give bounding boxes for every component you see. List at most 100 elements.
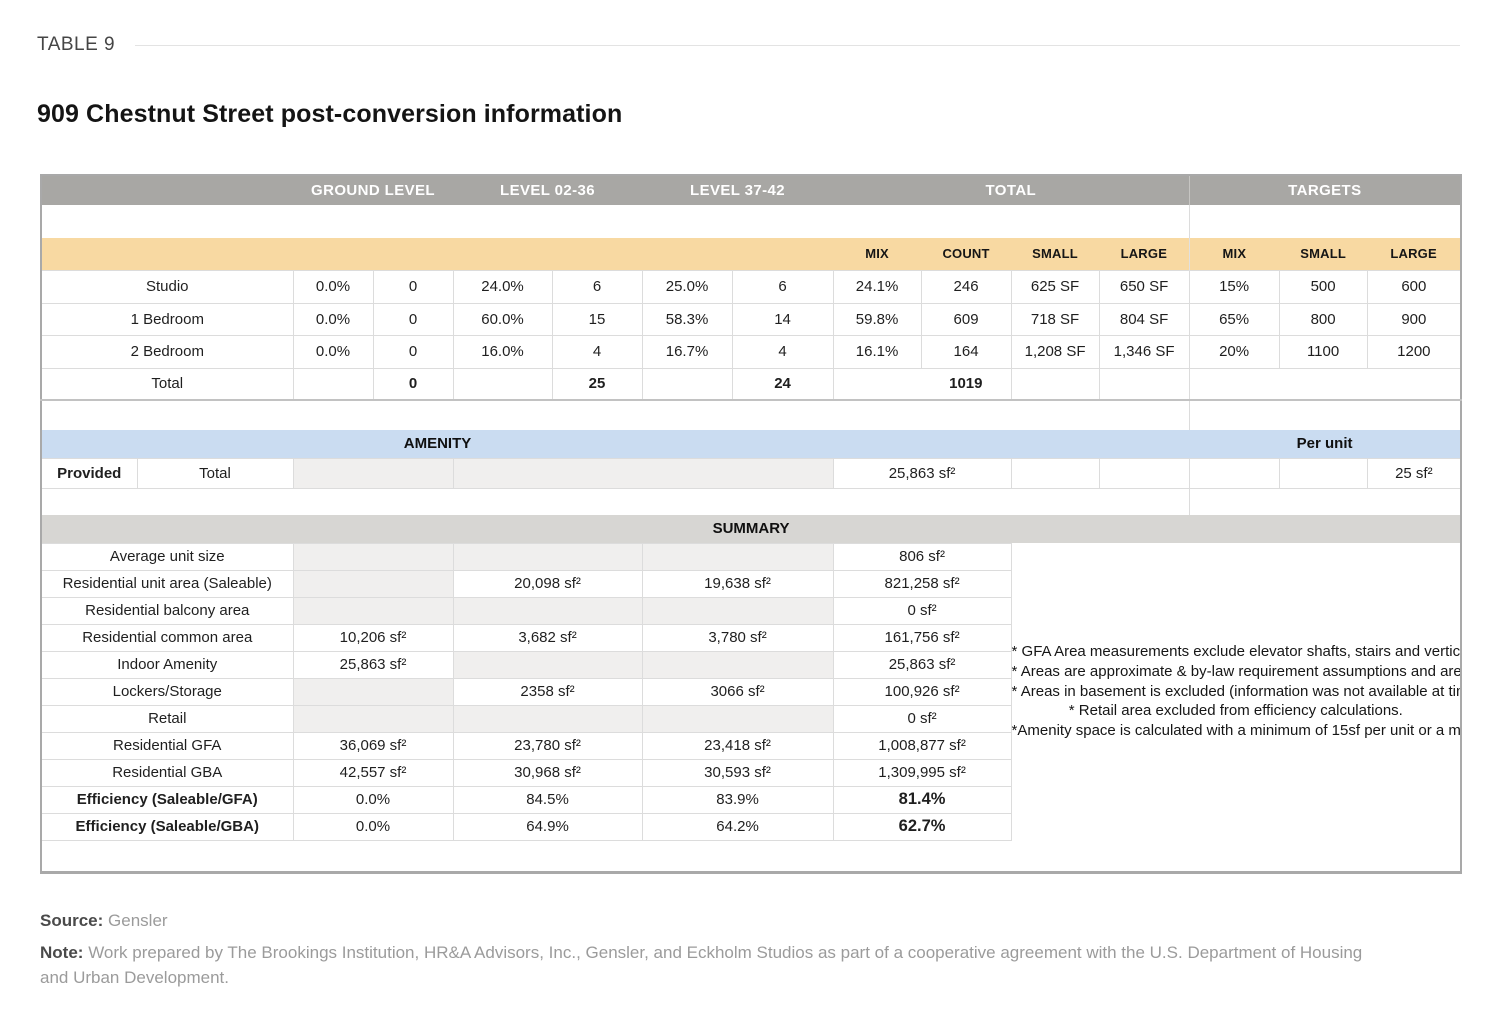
note-label: Note: xyxy=(40,942,84,962)
cell: 609 xyxy=(920,302,1012,336)
row-label: Residential GBA xyxy=(40,758,294,787)
cell: 30,593 sf² xyxy=(641,758,834,787)
cell: 718 SF xyxy=(1010,302,1100,336)
cell xyxy=(1098,457,1190,489)
cell: 0 xyxy=(372,302,454,336)
cell: 800 xyxy=(1278,302,1368,336)
header-spacer xyxy=(41,175,293,205)
group-header-level-02-36: LEVEL 02-36 xyxy=(453,175,643,205)
cell xyxy=(1010,367,1100,401)
note-value: Work prepared by The Brookings Instituti… xyxy=(40,942,1363,988)
cell xyxy=(1010,457,1100,489)
cell xyxy=(452,542,643,571)
row-label: Efficiency (Saleable/GFA) xyxy=(40,785,294,814)
cell: 19,638 sf² xyxy=(641,569,834,598)
row-label: Studio xyxy=(40,269,294,304)
source-line: Source: Gensler xyxy=(40,911,1460,931)
row-label: Lockers/Storage xyxy=(40,677,294,706)
cell xyxy=(1188,367,1462,401)
cell: 1,346 SF xyxy=(1098,334,1190,369)
cell: 164 xyxy=(920,334,1012,369)
cell: 3,682 sf² xyxy=(452,623,643,652)
cell: 24 xyxy=(731,367,834,401)
cell: 83.9% xyxy=(641,785,834,814)
cell: 4 xyxy=(731,334,834,369)
cell: 20,098 sf² xyxy=(452,569,643,598)
cell: 1100 xyxy=(1278,334,1368,369)
cell: 0.0% xyxy=(292,302,374,336)
unit-row-1-bedroom: 1 Bedroom 0.0% 0 60.0% 15 58.3% 14 59.8%… xyxy=(40,302,1462,336)
cell: 1,208 SF xyxy=(1010,334,1100,369)
cell: 62.7% xyxy=(832,812,1012,841)
cell: 0.0% xyxy=(292,334,374,369)
cell: 65% xyxy=(1188,302,1280,336)
row-label: 2 Bedroom xyxy=(40,334,294,369)
cell xyxy=(452,457,834,489)
cell: 6 xyxy=(551,269,643,304)
cell: 0.0% xyxy=(292,269,374,304)
row-label: Efficiency (Saleable/GBA) xyxy=(40,812,294,841)
cell: 500 xyxy=(1278,269,1368,304)
subheader-targets-large: LARGE xyxy=(1367,238,1462,270)
cell: 1,309,995 sf² xyxy=(832,758,1012,787)
row-label: Residential balcony area xyxy=(40,596,294,625)
cell: 804 SF xyxy=(1098,302,1190,336)
cell: 0 sf² xyxy=(832,704,1012,733)
cell xyxy=(1188,457,1280,489)
cell xyxy=(832,367,922,401)
cell xyxy=(641,542,834,571)
page: TABLE 9 909 Chestnut Street post-convers… xyxy=(37,34,1463,991)
subheader-row: MIX COUNT SMALL LARGE MIX SMALL LARGE xyxy=(41,238,1462,270)
cell: 6 xyxy=(731,269,834,304)
amenity-per-unit-value: 25 sf² xyxy=(1366,457,1462,489)
cell xyxy=(1098,367,1190,401)
table-number-label: TABLE 9 xyxy=(37,34,116,55)
cell: 23,780 sf² xyxy=(452,731,643,760)
amenity-band-spacer xyxy=(833,430,1190,458)
summary-row: Residential GFA 36,069 sf² 23,780 sf² 23… xyxy=(40,731,1461,760)
cell xyxy=(292,542,454,571)
note-item: * Areas are approximate & by-law require… xyxy=(1011,662,1462,680)
summary-row: Retail 0 sf² xyxy=(40,704,1461,733)
summary-row: Residential unit area (Saleable) 20,098 … xyxy=(40,569,1461,598)
cell: 1200 xyxy=(1366,334,1462,369)
cell: 16.7% xyxy=(641,334,733,369)
cell: 625 SF xyxy=(1010,269,1100,304)
amenity-provided-row: Provided Total 25,863 sf² 25 sf² xyxy=(40,457,1462,489)
cell xyxy=(292,367,374,401)
cell: 600 xyxy=(1366,269,1462,304)
group-header-total: TOTAL xyxy=(833,175,1190,205)
unit-row-studio: Studio 0.0% 0 24.0% 6 25.0% 6 24.1% 246 … xyxy=(40,269,1462,304)
note-item: *Amenity space is calculated with a mini… xyxy=(1011,722,1461,740)
cell xyxy=(452,704,643,733)
cell: 20% xyxy=(1188,334,1280,369)
cell: 16.0% xyxy=(452,334,553,369)
unit-total-row: Total 0 25 24 1019 xyxy=(40,367,1462,401)
unit-row-2-bedroom: 2 Bedroom 0.0% 0 16.0% 4 16.7% 4 16.1% 1… xyxy=(40,334,1462,369)
cell: 81.4% xyxy=(832,785,1012,814)
summary-row-efficiency-gba: Efficiency (Saleable/GBA) 0.0% 64.9% 64.… xyxy=(40,812,1461,841)
cell: 0.0% xyxy=(292,785,454,814)
cell: 100,926 sf² xyxy=(832,677,1012,706)
group-header-targets: TARGETS xyxy=(1188,175,1462,205)
spacer-cell-targets xyxy=(1188,205,1462,238)
cell: 2358 sf² xyxy=(452,677,643,706)
column-group-header-row: GROUND LEVEL LEVEL 02-36 LEVEL 37-42 TOT… xyxy=(41,175,1462,205)
cell: 3,780 sf² xyxy=(641,623,834,652)
cell xyxy=(292,569,454,598)
subheader-targets-mix: MIX xyxy=(1188,238,1280,270)
cell: 0 xyxy=(372,334,454,369)
row-label: Residential unit area (Saleable) xyxy=(40,569,294,598)
cell: 58.3% xyxy=(641,302,733,336)
spacer-row xyxy=(41,205,1462,238)
row-label: Residential GFA xyxy=(40,731,294,760)
cell: 25.0% xyxy=(641,269,733,304)
cell: 3066 sf² xyxy=(641,677,834,706)
cell: 24.1% xyxy=(832,269,922,304)
subheader-total-large: LARGE xyxy=(1099,238,1190,270)
cell: 650 SF xyxy=(1098,269,1190,304)
amenity-band: AMENITY Per unit xyxy=(41,430,1462,458)
spacer-cell xyxy=(41,840,1461,872)
page-title: 909 Chestnut Street post-conversion info… xyxy=(37,100,623,128)
footer: Source: Gensler Note: Work prepared by T… xyxy=(40,911,1460,991)
